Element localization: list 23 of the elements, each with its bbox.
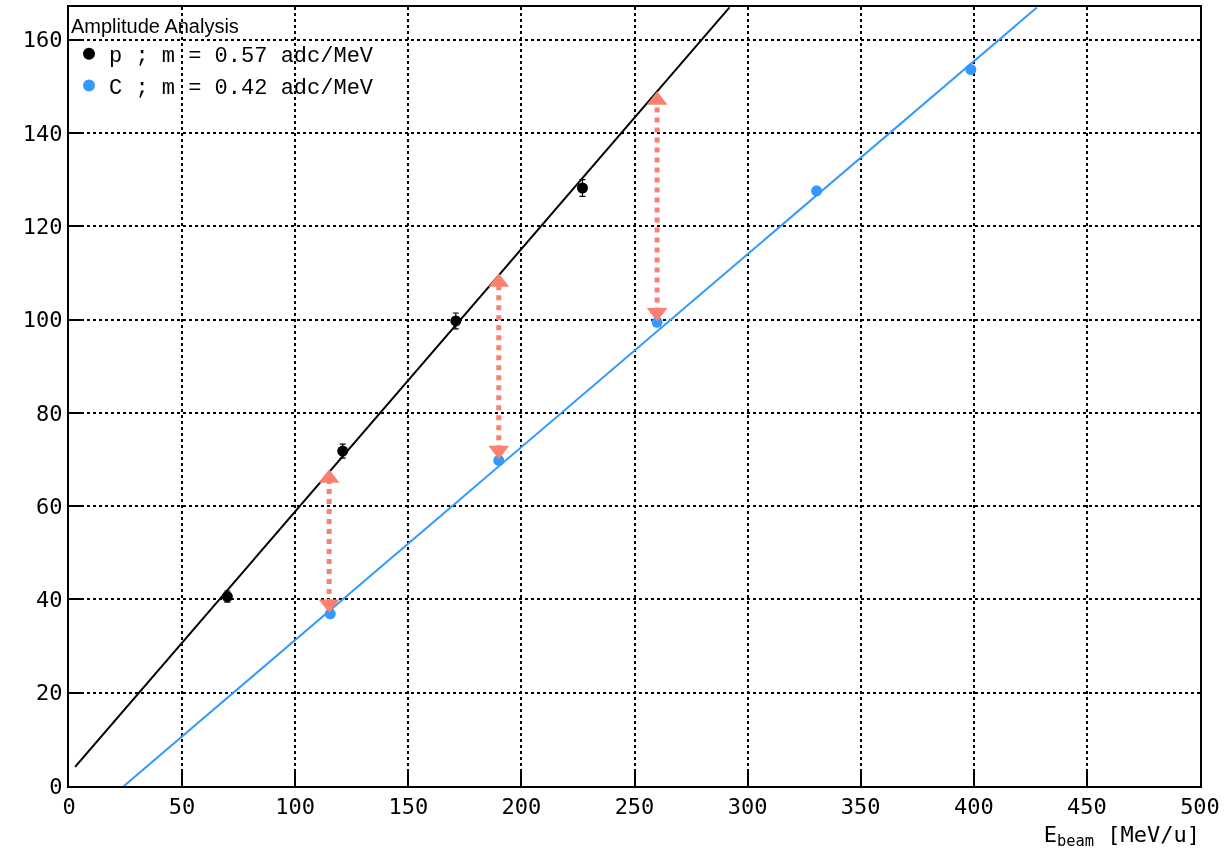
y-tick-label: 0: [49, 773, 63, 799]
x-tick-label: 50: [168, 794, 196, 820]
y-tick-label: 60: [36, 493, 63, 519]
y-tick-label: 20: [36, 680, 63, 706]
legend-label: p ; m = 0.57 adc/MeV: [109, 44, 374, 70]
x-tick-label: 450: [1067, 794, 1107, 820]
y-tick-label: 80: [36, 400, 63, 426]
x-tick-label: 250: [614, 794, 655, 820]
legend-title: Amplitude Analysis: [71, 15, 239, 37]
x-tick-label: 100: [275, 794, 316, 820]
legend-label: C ; m = 0.42 adc/MeV: [109, 75, 374, 101]
y-tick-label: 100: [22, 307, 63, 333]
x-tick-label: 150: [388, 794, 429, 820]
y-tick-label: 40: [36, 587, 63, 613]
x-tick-label: 300: [727, 794, 768, 820]
x-axis-title: E$_{beam}$ [MeV/u]: [1043, 821, 1200, 851]
x-tick-label: 350: [840, 794, 881, 820]
y-tick-label: 120: [22, 213, 63, 239]
x-tick-label: 200: [501, 794, 542, 820]
y-tick-label: 140: [22, 120, 63, 146]
y-tick-label: 160: [22, 27, 63, 53]
x-tick-label: 500: [1180, 794, 1220, 820]
x-tick-label: 400: [953, 794, 994, 820]
